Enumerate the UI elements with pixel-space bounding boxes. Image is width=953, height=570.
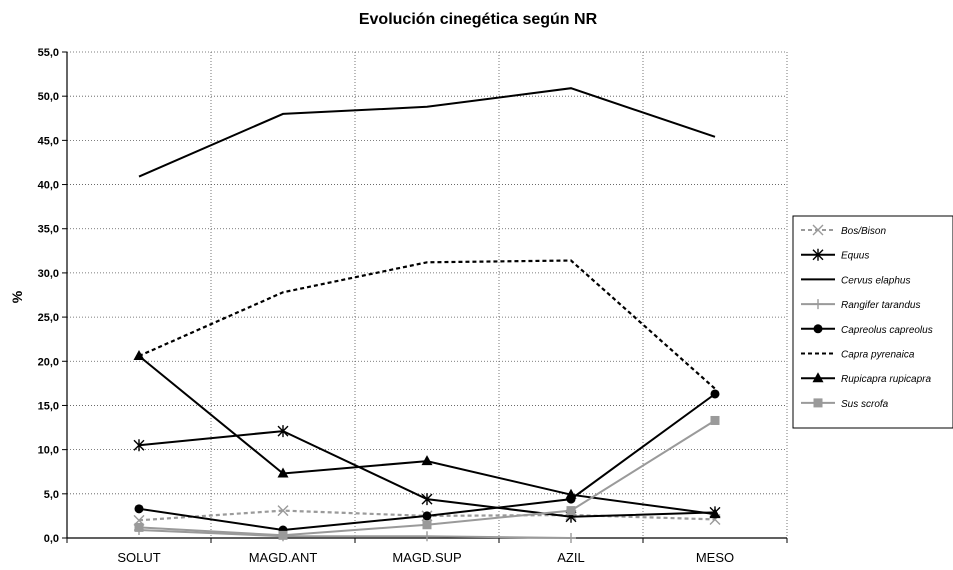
x-tick-label: MESO (696, 550, 734, 565)
data-point-rupicapra-rupicapra (133, 349, 145, 360)
x-tick-label: AZIL (557, 550, 584, 565)
series-line-rupicapra-rupicapra (138, 355, 716, 516)
y-ticks: 0,0 5,0 10,0 15,0 20,0 25,0 30,0 35,0 40,0 45,0 50… (38, 47, 59, 545)
legend-label-sus-scrofa: Sus scrofa (841, 399, 889, 410)
y-tick-label: 50,0 (38, 91, 59, 103)
legend: Bos/Bison Equus Cervus elaphus Rangifer tar… (792, 215, 953, 429)
x-tick-label: MAGD.ANT (249, 550, 318, 565)
data-point-equus (421, 493, 433, 506)
data-point-sus-scrofa (422, 520, 432, 530)
data-point-capreolus-capreolus (134, 504, 144, 514)
data-point-equus (277, 425, 289, 438)
y-tick-label: 15,0 (38, 400, 59, 412)
grid (67, 51, 788, 538)
series-line-cervus-elaphus (138, 87, 716, 178)
data-point-rupicapra-rupicapra (709, 508, 721, 519)
legend-marker-bos-bison (812, 224, 824, 236)
y-tick-label: 10,0 (38, 445, 59, 457)
x-tick-label: MAGD.SUP (392, 550, 461, 565)
data-point-capreolus-capreolus (422, 511, 432, 521)
legend-marker-rupicapra-rupicapra (812, 372, 824, 383)
data-point-equus (133, 439, 145, 452)
legend-label-equus: Equus (841, 251, 869, 262)
series-layer (133, 87, 721, 543)
data-point-rupicapra-rupicapra (277, 467, 289, 478)
axes (62, 51, 788, 543)
data-point-bos-bison (277, 505, 289, 517)
y-tick-label: 45,0 (38, 135, 59, 147)
series-line-capra-pyrenaica (138, 259, 716, 390)
data-point-rangifer-tarandus (422, 531, 432, 542)
y-tick-label: 35,0 (38, 224, 59, 236)
data-point-rupicapra-rupicapra (421, 455, 433, 466)
legend-box (792, 215, 953, 429)
legend-marker-rangifer-tarandus (813, 299, 823, 310)
data-point-rupicapra-rupicapra (565, 488, 577, 499)
data-point-sus-scrofa (134, 522, 144, 532)
y-tick-label: 20,0 (38, 356, 59, 368)
legend-label-capreolus-capreolus: Capreolus capreolus (841, 325, 933, 336)
data-point-rangifer-tarandus (566, 533, 576, 543)
legend-marker-sus-scrofa (813, 398, 823, 408)
chart-title: Evolución cinegética según NR (359, 11, 598, 28)
y-tick-label: 40,0 (38, 180, 59, 192)
x-ticks: SOLUT MAGD.ANT MAGD.SUP AZIL MESO (117, 550, 734, 565)
y-tick-label: 25,0 (38, 312, 59, 324)
series-line-rangifer-tarandus (138, 529, 572, 539)
y-tick-label: 55,0 (38, 47, 59, 59)
legend-label-cervus-elaphus: Cervus elaphus (841, 275, 910, 286)
data-point-sus-scrofa (566, 506, 576, 516)
legend-label-rupicapra-rupicapra: Rupicapra rupicapra (841, 374, 931, 385)
legend-label-rangifer-tarandus: Rangifer tarandus (841, 300, 921, 311)
legend-marker-equus (812, 248, 824, 261)
x-tick-label: SOLUT (117, 550, 160, 565)
legend-label-bos-bison: Bos/Bison (841, 226, 886, 237)
y-tick-label: 30,0 (38, 268, 59, 280)
data-point-capreolus-capreolus (710, 389, 720, 399)
legend-marker-capreolus-capreolus (813, 324, 823, 334)
y-axis-label: % (9, 290, 25, 303)
legend-label-capra-pyrenaica: Capra pyrenaica (841, 350, 915, 361)
y-tick-label: 5,0 (44, 489, 59, 501)
data-point-sus-scrofa (710, 415, 720, 425)
data-point-sus-scrofa (278, 530, 288, 540)
y-tick-label: 0,0 (44, 533, 59, 545)
